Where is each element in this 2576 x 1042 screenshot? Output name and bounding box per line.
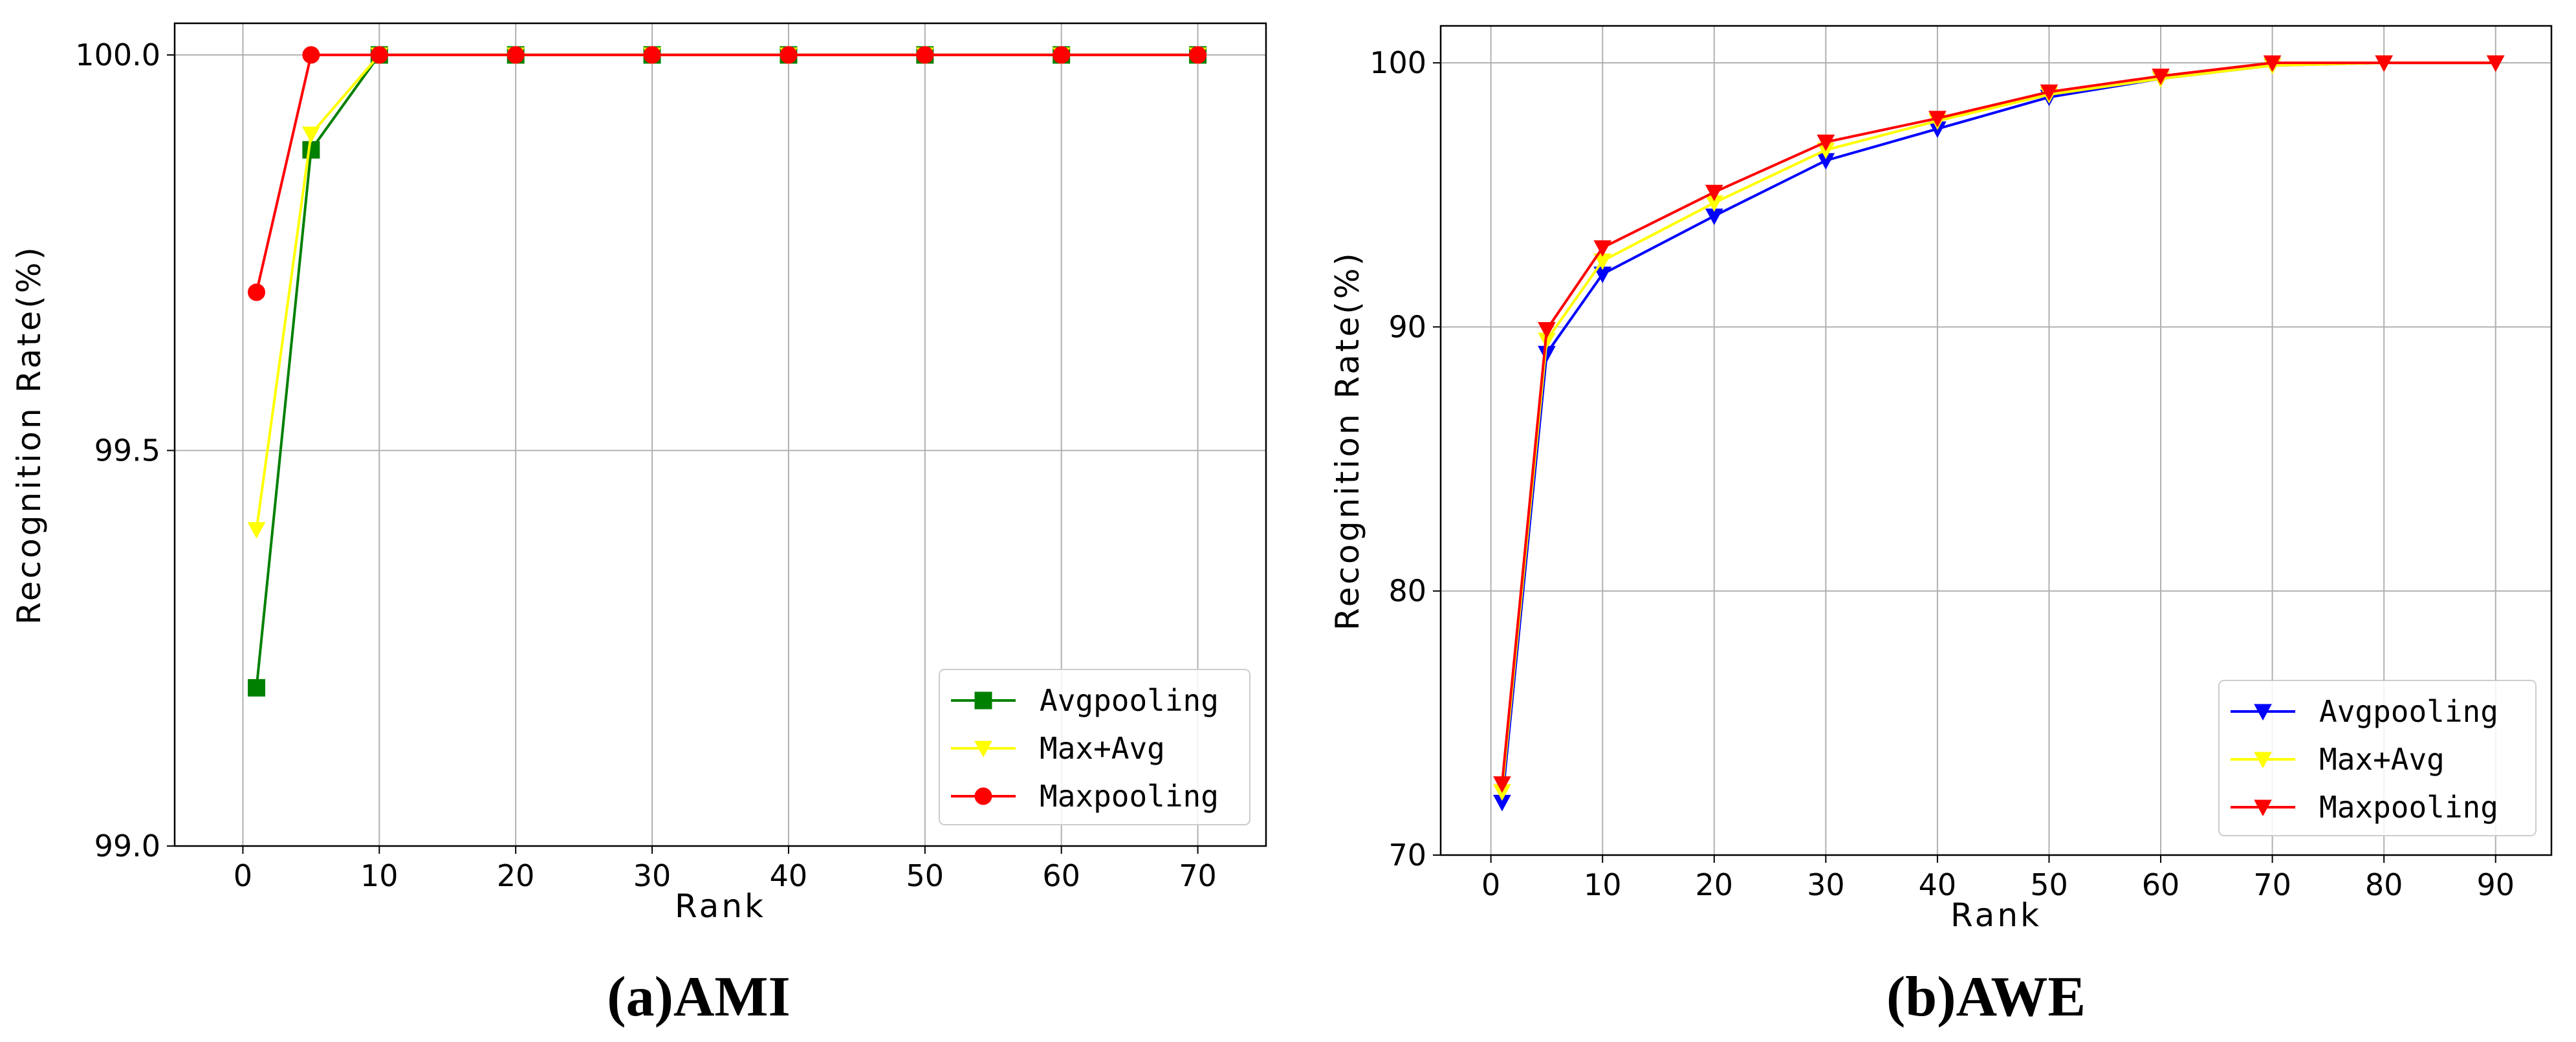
chart-awe: 0 10 20 30 40 50 60 70 80 90 70 80 90 100 Avgpooling Ma… — [1329, 25, 2553, 1028]
x-tick-label: 0 — [1481, 867, 1500, 902]
data-point — [1817, 135, 1835, 151]
chart-caption: (b)AWE — [1886, 966, 2086, 1028]
x-tick-label: 20 — [497, 858, 535, 893]
legend-label: Max+Avg — [2319, 742, 2445, 777]
data-point — [1493, 776, 1511, 793]
data-point — [370, 46, 388, 64]
series-max-avg — [247, 47, 1207, 539]
y-tick-label: 100 — [1370, 45, 1426, 80]
data-point — [247, 522, 266, 539]
data-point — [302, 126, 320, 144]
x-tick-label: 30 — [1807, 867, 1845, 902]
legend-label: Maxpooling — [1040, 779, 1219, 814]
series-maxpooling — [1493, 55, 2505, 793]
x-tick-label: 70 — [1179, 858, 1217, 893]
data-point — [248, 283, 266, 301]
legend-marker — [974, 741, 992, 758]
data-point — [1705, 184, 1723, 202]
y-tick-label: 99.5 — [94, 433, 160, 468]
series-line — [255, 53, 1198, 688]
legend-marker — [2254, 752, 2272, 769]
x-tick-label: 40 — [1919, 867, 1957, 902]
data-point — [2263, 55, 2282, 72]
y-tick-label: 70 — [1388, 838, 1426, 873]
x-tick-label: 0 — [234, 858, 252, 893]
x-tick-label: 50 — [2030, 867, 2068, 902]
x-tick-label: 50 — [906, 858, 944, 893]
chart-ami: 0 10 20 30 40 50 60 70 99.0 99.5 100.0 Avgpooling Ma… — [10, 22, 1267, 1028]
x-tick-label: 30 — [633, 858, 671, 893]
y-tick-label: 100.0 — [75, 38, 160, 72]
data-point — [248, 678, 266, 697]
legend-label: Avgpooling — [1040, 683, 1219, 718]
y-axis-label: Recognition Rate(%) — [1329, 250, 1366, 631]
legend-box — [2218, 680, 2537, 836]
chart-caption: (a)AMI — [607, 966, 790, 1028]
x-tick-label: 10 — [1584, 867, 1622, 902]
legend: Avgpooling Max+Avg Maxpooling — [939, 669, 1250, 825]
data-point — [643, 46, 661, 64]
data-point — [2486, 55, 2505, 72]
legend-marker — [2254, 799, 2272, 817]
data-point — [2152, 69, 2170, 85]
y-axis-label: Recognition Rate(%) — [10, 244, 48, 625]
data-point — [916, 46, 934, 64]
data-point — [2375, 55, 2393, 72]
y-tick-label: 99.0 — [94, 829, 160, 863]
series-line — [255, 53, 1198, 293]
legend-marker — [974, 787, 992, 805]
legend-label: Avgpooling — [2319, 694, 2498, 729]
data-point — [302, 46, 320, 64]
series-maxpooling — [248, 46, 1207, 301]
x-tick-label: 60 — [1042, 858, 1080, 893]
x-tick-label: 60 — [2142, 867, 2180, 902]
x-tick-label: 70 — [2253, 867, 2291, 902]
x-tick-label: 90 — [2476, 867, 2515, 902]
plot-frame — [173, 22, 1267, 847]
data-point — [780, 46, 798, 64]
x-tick-label: 80 — [2365, 867, 2403, 902]
data-point — [1593, 240, 1612, 257]
data-point — [507, 46, 525, 64]
legend-box — [939, 669, 1250, 825]
legend-label: Max+Avg — [1040, 731, 1165, 766]
data-point — [1053, 46, 1071, 64]
x-axis-label: Rank — [1950, 896, 2042, 934]
data-point — [2040, 84, 2058, 102]
x-axis-label: Rank — [675, 887, 766, 925]
series-line — [255, 53, 1198, 530]
data-point — [1538, 322, 1556, 339]
series-avgpooling — [248, 46, 1207, 697]
plot-frame — [1439, 25, 2553, 856]
legend-marker — [974, 691, 992, 710]
legend-marker — [2254, 704, 2272, 721]
series-line — [1500, 61, 2496, 784]
x-tick-label: 40 — [770, 858, 808, 893]
data-point — [1928, 111, 1947, 127]
x-tick-label: 20 — [1696, 867, 1734, 902]
y-tick-label: 80 — [1388, 574, 1426, 609]
y-tick-label: 90 — [1388, 309, 1426, 344]
data-point — [302, 141, 320, 159]
legend-label: Maxpooling — [2319, 790, 2498, 825]
data-point — [1189, 46, 1207, 64]
x-tick-label: 10 — [360, 858, 398, 893]
legend: Avgpooling Max+Avg Maxpooling — [2218, 680, 2537, 836]
